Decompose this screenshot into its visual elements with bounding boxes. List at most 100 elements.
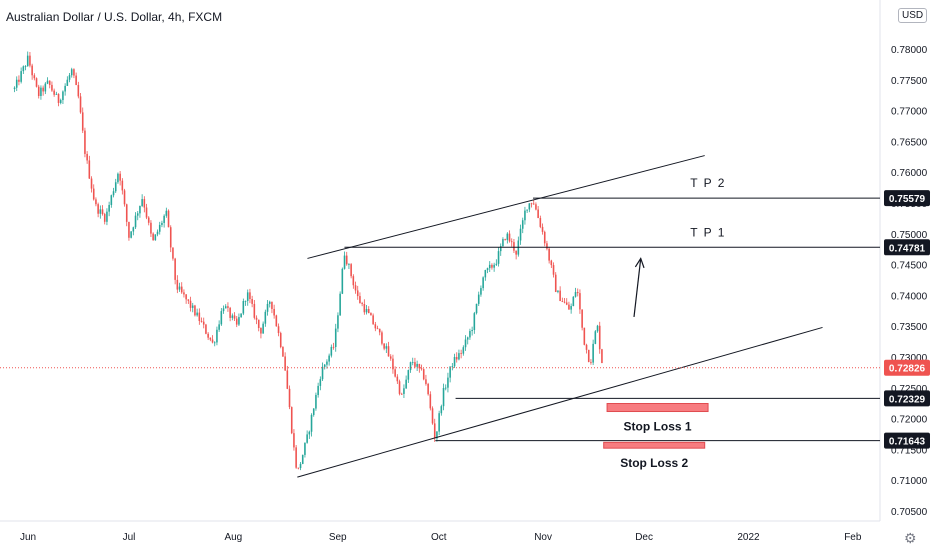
y-tick-label: 0.71000 [891, 476, 928, 487]
candle-body [328, 355, 330, 362]
candle-body [447, 377, 449, 388]
candle-body [73, 69, 75, 76]
candle-body [13, 87, 16, 90]
candle-body [79, 96, 82, 113]
candle-body [88, 160, 91, 179]
candle-body [398, 381, 401, 394]
candle-body [125, 204, 128, 222]
candle-body [585, 344, 588, 350]
candle-body [495, 263, 498, 265]
candle-body [156, 231, 159, 235]
candle-body [579, 293, 581, 310]
y-tick-label: 0.70500 [891, 507, 928, 518]
candle-body [46, 80, 49, 84]
candle-body [473, 313, 476, 330]
candle-body [213, 342, 216, 344]
candle-body [422, 369, 425, 380]
candle-body [513, 242, 515, 251]
channel-lower-trendline [297, 326, 823, 478]
candle-body [123, 190, 126, 205]
candle-body [372, 315, 374, 325]
candle-body [383, 343, 385, 349]
candle-body [75, 75, 77, 86]
currency-button[interactable]: USD [898, 8, 928, 23]
candle-body [455, 357, 458, 360]
stop-loss-label: Stop Loss 1 [624, 420, 692, 434]
candle-body [136, 213, 139, 216]
y-tick-label: 0.76000 [891, 168, 928, 179]
candle-body [132, 227, 135, 232]
candle-body [548, 248, 550, 261]
candle-body [35, 78, 38, 87]
candle-body [539, 218, 542, 227]
candle-body [508, 233, 511, 242]
candle-body [339, 293, 341, 316]
candle-body [70, 69, 73, 76]
candle-body [587, 349, 590, 362]
candle-body [387, 346, 390, 357]
candle-body [293, 433, 295, 448]
candle-body [158, 224, 161, 232]
candle-body [592, 343, 594, 363]
candle-body [117, 173, 119, 183]
candle-body [238, 317, 240, 325]
candle-body [334, 328, 337, 347]
candle-body [268, 301, 271, 304]
candle-body [436, 431, 438, 439]
x-tick-label: Jul [123, 532, 136, 543]
candle-body [403, 388, 405, 394]
candle-body [130, 231, 132, 238]
candle-body [163, 215, 165, 223]
y-tick-label: 0.76500 [891, 137, 928, 148]
candle-body [187, 299, 190, 301]
candle-body [103, 214, 106, 222]
candle-body [321, 366, 324, 380]
candle-body [414, 362, 416, 367]
candle-body [343, 255, 346, 269]
candle-body [394, 369, 396, 377]
candle-body [570, 306, 572, 310]
candle-body [235, 318, 238, 325]
gear-icon[interactable]: ⚙ [904, 530, 917, 546]
candle-body [400, 393, 403, 395]
candle-body [315, 394, 317, 409]
y-tick-label: 0.73000 [891, 353, 928, 364]
candle-body [20, 71, 22, 82]
candle-body [601, 349, 603, 364]
candle-body [361, 303, 363, 305]
candle-body [524, 210, 526, 221]
candle-body [97, 204, 99, 214]
candle-body [141, 199, 143, 206]
candle-body [81, 112, 84, 131]
candle-body [526, 209, 528, 211]
candle-body [112, 191, 115, 196]
candle-body [407, 370, 410, 380]
candle-body [341, 268, 344, 294]
candle-body [574, 292, 577, 297]
candle-body [409, 362, 412, 371]
candle-body [290, 407, 293, 434]
y-tick-label: 0.73500 [891, 322, 928, 333]
candle-body [57, 93, 60, 103]
candle-body [209, 337, 212, 340]
candle-body [279, 333, 282, 348]
candle-body [286, 370, 289, 389]
candle-body [326, 361, 328, 365]
candle-body [469, 331, 471, 338]
candle-body [323, 364, 326, 367]
candle-body [299, 463, 302, 469]
candle-body [442, 388, 445, 407]
y-tick-label: 0.77000 [891, 107, 928, 118]
stop-loss-box [606, 403, 709, 413]
candle-body [312, 408, 315, 415]
candle-body [246, 292, 249, 301]
candle-body [169, 227, 172, 248]
candle-body [110, 195, 113, 205]
candle-body [330, 346, 333, 356]
candle-body [152, 233, 154, 241]
candle-body [418, 363, 421, 369]
candle-body [26, 55, 29, 67]
candle-body [392, 358, 394, 370]
